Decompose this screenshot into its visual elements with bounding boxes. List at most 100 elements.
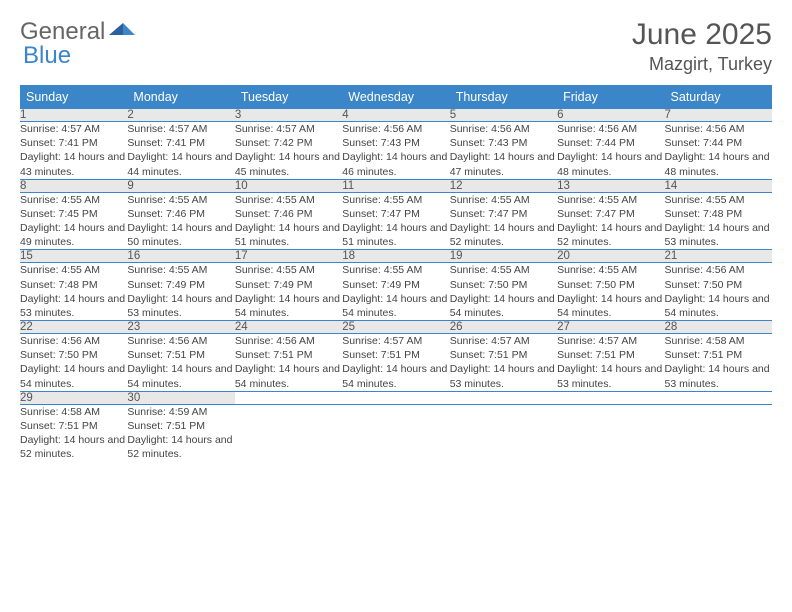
sunrise-line: Sunrise: 4:56 AM: [450, 122, 557, 136]
sunrise-line: Sunrise: 4:55 AM: [342, 193, 449, 207]
day-number-cell: 15: [20, 250, 127, 263]
weekday-tuesday: Tuesday: [235, 85, 342, 109]
daylight-line: Daylight: 14 hours and 53 minutes.: [665, 221, 772, 249]
sunset-line: Sunset: 7:47 PM: [342, 207, 449, 221]
sunset-line: Sunset: 7:51 PM: [235, 348, 342, 362]
day-number-cell: 13: [557, 179, 664, 192]
sunrise-line: Sunrise: 4:55 AM: [665, 193, 772, 207]
day-number-cell: 9: [127, 179, 234, 192]
day-number-cell: 7: [665, 109, 772, 122]
sunset-line: Sunset: 7:41 PM: [127, 136, 234, 150]
day-detail-cell: Sunrise: 4:59 AMSunset: 7:51 PMDaylight:…: [127, 404, 234, 461]
day-number-cell: [557, 391, 664, 404]
sunset-line: Sunset: 7:50 PM: [665, 278, 772, 292]
day-detail-cell: Sunrise: 4:55 AMSunset: 7:46 PMDaylight:…: [127, 192, 234, 250]
daylight-line: Daylight: 14 hours and 54 minutes.: [450, 292, 557, 320]
daylight-line: Daylight: 14 hours and 44 minutes.: [127, 150, 234, 178]
sunset-line: Sunset: 7:44 PM: [557, 136, 664, 150]
daylight-line: Daylight: 14 hours and 54 minutes.: [127, 362, 234, 390]
sunset-line: Sunset: 7:49 PM: [235, 278, 342, 292]
sunset-line: Sunset: 7:43 PM: [450, 136, 557, 150]
daylight-line: Daylight: 14 hours and 54 minutes.: [20, 362, 127, 390]
weekday-friday: Friday: [557, 85, 664, 109]
sunset-line: Sunset: 7:51 PM: [342, 348, 449, 362]
day-detail-cell: Sunrise: 4:56 AMSunset: 7:43 PMDaylight:…: [342, 122, 449, 180]
day-number-cell: [342, 391, 449, 404]
day-detail-cell: Sunrise: 4:56 AMSunset: 7:51 PMDaylight:…: [235, 334, 342, 392]
day-detail-cell: Sunrise: 4:57 AMSunset: 7:42 PMDaylight:…: [235, 122, 342, 180]
day-number-cell: 6: [557, 109, 664, 122]
sunrise-line: Sunrise: 4:57 AM: [127, 122, 234, 136]
day-detail-cell: Sunrise: 4:55 AMSunset: 7:47 PMDaylight:…: [342, 192, 449, 250]
sunset-line: Sunset: 7:51 PM: [450, 348, 557, 362]
page-header: General June 2025 Mazgirt, Turkey: [20, 18, 772, 75]
weekday-wednesday: Wednesday: [342, 85, 449, 109]
daylight-line: Daylight: 14 hours and 51 minutes.: [235, 221, 342, 249]
sunrise-line: Sunrise: 4:55 AM: [235, 193, 342, 207]
daylight-line: Daylight: 14 hours and 52 minutes.: [450, 221, 557, 249]
day-number-cell: [450, 391, 557, 404]
sunset-line: Sunset: 7:47 PM: [557, 207, 664, 221]
daylight-line: Daylight: 14 hours and 51 minutes.: [342, 221, 449, 249]
detail-row: Sunrise: 4:55 AMSunset: 7:48 PMDaylight:…: [20, 263, 772, 321]
weekday-saturday: Saturday: [665, 85, 772, 109]
day-number-cell: 12: [450, 179, 557, 192]
sunrise-line: Sunrise: 4:55 AM: [127, 263, 234, 277]
sunrise-line: Sunrise: 4:57 AM: [20, 122, 127, 136]
detail-row: Sunrise: 4:55 AMSunset: 7:45 PMDaylight:…: [20, 192, 772, 250]
calendar-table: SundayMondayTuesdayWednesdayThursdayFrid…: [20, 85, 772, 461]
daylight-line: Daylight: 14 hours and 49 minutes.: [20, 221, 127, 249]
daylight-line: Daylight: 14 hours and 54 minutes.: [557, 292, 664, 320]
sunrise-line: Sunrise: 4:55 AM: [342, 263, 449, 277]
sunset-line: Sunset: 7:45 PM: [20, 207, 127, 221]
sunrise-line: Sunrise: 4:58 AM: [665, 334, 772, 348]
sunset-line: Sunset: 7:42 PM: [235, 136, 342, 150]
day-number-cell: 16: [127, 250, 234, 263]
sunrise-line: Sunrise: 4:55 AM: [127, 193, 234, 207]
day-number-cell: 24: [235, 321, 342, 334]
day-number-cell: 19: [450, 250, 557, 263]
sunset-line: Sunset: 7:47 PM: [450, 207, 557, 221]
sunrise-line: Sunrise: 4:55 AM: [557, 193, 664, 207]
day-detail-cell: Sunrise: 4:56 AMSunset: 7:50 PMDaylight:…: [665, 263, 772, 321]
daylight-line: Daylight: 14 hours and 45 minutes.: [235, 150, 342, 178]
day-number-cell: 26: [450, 321, 557, 334]
day-number-cell: 27: [557, 321, 664, 334]
day-detail-cell: [450, 404, 557, 461]
detail-row: Sunrise: 4:58 AMSunset: 7:51 PMDaylight:…: [20, 404, 772, 461]
day-number-cell: [235, 391, 342, 404]
sunset-line: Sunset: 7:50 PM: [557, 278, 664, 292]
daynum-row: 1234567: [20, 109, 772, 122]
day-detail-cell: Sunrise: 4:55 AMSunset: 7:47 PMDaylight:…: [557, 192, 664, 250]
sunset-line: Sunset: 7:43 PM: [342, 136, 449, 150]
day-number-cell: 20: [557, 250, 664, 263]
daynum-row: 15161718192021: [20, 250, 772, 263]
day-detail-cell: Sunrise: 4:57 AMSunset: 7:51 PMDaylight:…: [557, 334, 664, 392]
day-detail-cell: Sunrise: 4:58 AMSunset: 7:51 PMDaylight:…: [665, 334, 772, 392]
day-number-cell: 18: [342, 250, 449, 263]
calendar-page: General June 2025 Mazgirt, Turkey Blue S…: [0, 0, 792, 471]
daylight-line: Daylight: 14 hours and 48 minutes.: [557, 150, 664, 178]
day-detail-cell: Sunrise: 4:55 AMSunset: 7:47 PMDaylight:…: [450, 192, 557, 250]
day-number-cell: 4: [342, 109, 449, 122]
day-number-cell: 2: [127, 109, 234, 122]
sunrise-line: Sunrise: 4:57 AM: [342, 334, 449, 348]
weekday-header: SundayMondayTuesdayWednesdayThursdayFrid…: [20, 85, 772, 109]
month-title: June 2025: [632, 18, 772, 52]
day-number-cell: 14: [665, 179, 772, 192]
detail-row: Sunrise: 4:57 AMSunset: 7:41 PMDaylight:…: [20, 122, 772, 180]
day-number-cell: 29: [20, 391, 127, 404]
sunrise-line: Sunrise: 4:56 AM: [235, 334, 342, 348]
daylight-line: Daylight: 14 hours and 46 minutes.: [342, 150, 449, 178]
sunrise-line: Sunrise: 4:56 AM: [665, 122, 772, 136]
daynum-row: 2930: [20, 391, 772, 404]
sunset-line: Sunset: 7:41 PM: [20, 136, 127, 150]
day-number-cell: 30: [127, 391, 234, 404]
weekday-monday: Monday: [127, 85, 234, 109]
sunrise-line: Sunrise: 4:57 AM: [557, 334, 664, 348]
daylight-line: Daylight: 14 hours and 54 minutes.: [235, 362, 342, 390]
sunset-line: Sunset: 7:46 PM: [127, 207, 234, 221]
sunset-line: Sunset: 7:46 PM: [235, 207, 342, 221]
sunrise-line: Sunrise: 4:57 AM: [450, 334, 557, 348]
daylight-line: Daylight: 14 hours and 50 minutes.: [127, 221, 234, 249]
